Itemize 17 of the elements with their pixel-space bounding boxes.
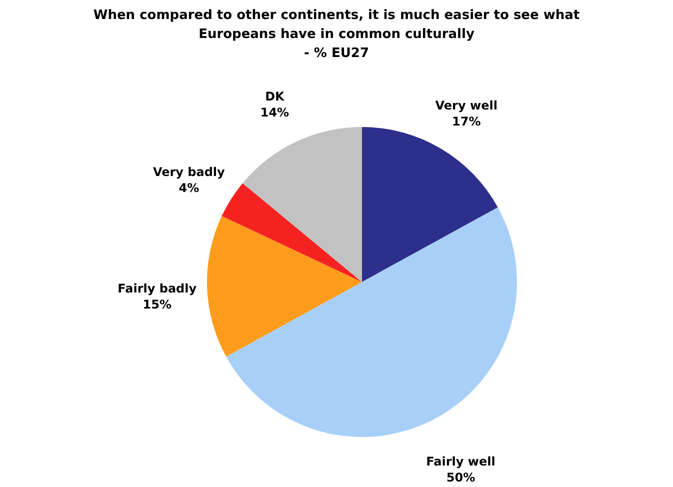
pie-slice	[222, 183, 362, 282]
pie-slice	[362, 127, 498, 282]
pie-slice	[226, 207, 517, 437]
slice-label: Very well	[435, 98, 498, 113]
chart-title: When compared to other continents, it is much easier to see what Europeans have in common culturally	[93, 8, 580, 42]
data-label: 17%	[452, 114, 481, 129]
chart-subtitle: - % EU27	[304, 46, 369, 61]
slice-label: Fairly badly	[118, 281, 197, 296]
data-label: 4%	[178, 181, 200, 196]
data-label: 15%	[142, 297, 172, 312]
slice-label: Very badly	[152, 165, 226, 180]
data-label: 50%	[446, 470, 476, 485]
slice-label: Fairly well	[426, 454, 496, 469]
data-label: 14%	[260, 106, 290, 120]
pie-slice	[242, 127, 362, 282]
slice-label: DK	[265, 90, 286, 104]
pie-slice	[207, 216, 362, 357]
